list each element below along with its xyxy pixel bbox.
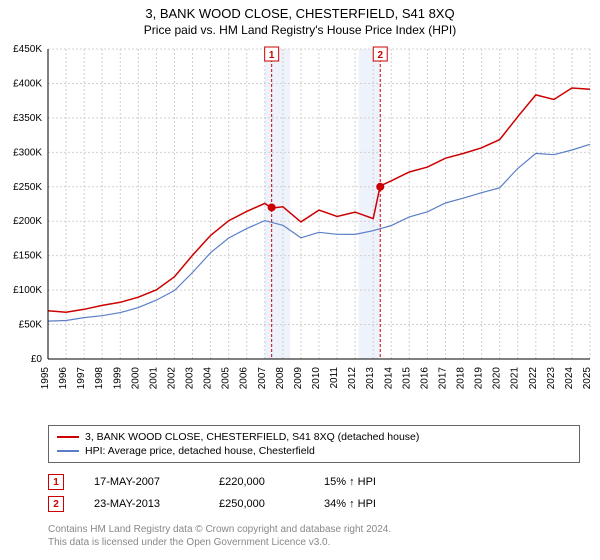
- event-delta: 34% ↑ HPI: [324, 498, 376, 510]
- event-row: 1 17-MAY-2007 £220,000 15% ↑ HPI: [48, 471, 580, 493]
- legend: 3, BANK WOOD CLOSE, CHESTERFIELD, S41 8X…: [48, 425, 580, 463]
- svg-text:2023: 2023: [546, 367, 557, 390]
- chart-title: 3, BANK WOOD CLOSE, CHESTERFIELD, S41 8X…: [0, 6, 600, 21]
- svg-text:1996: 1996: [58, 367, 69, 390]
- svg-text:£50K: £50K: [19, 320, 43, 331]
- chart-area: £0 £50K £100K £150K £200K £250K £300K £350K £400…: [0, 39, 600, 419]
- svg-text:£0: £0: [31, 354, 43, 365]
- svg-text:2011: 2011: [329, 367, 340, 389]
- svg-text:2012: 2012: [347, 367, 358, 390]
- svg-text:£250K: £250K: [13, 182, 42, 193]
- svg-text:2024: 2024: [564, 367, 575, 390]
- svg-text:2014: 2014: [383, 367, 394, 390]
- svg-text:2009: 2009: [293, 367, 304, 390]
- svg-text:2016: 2016: [419, 367, 430, 390]
- svg-text:£450K: £450K: [13, 44, 42, 55]
- svg-text:2005: 2005: [221, 367, 232, 390]
- svg-text:£300K: £300K: [13, 147, 42, 158]
- chart-container: 3, BANK WOOD CLOSE, CHESTERFIELD, S41 8X…: [0, 0, 600, 549]
- svg-text:2025: 2025: [582, 367, 593, 390]
- event-date: 17-MAY-2007: [94, 476, 189, 488]
- svg-text:£200K: £200K: [13, 216, 42, 227]
- title-block: 3, BANK WOOD CLOSE, CHESTERFIELD, S41 8X…: [0, 0, 600, 39]
- svg-text:2019: 2019: [474, 367, 485, 390]
- legend-label: 3, BANK WOOD CLOSE, CHESTERFIELD, S41 8X…: [85, 431, 419, 443]
- svg-text:2010: 2010: [311, 367, 322, 390]
- svg-text:2002: 2002: [166, 367, 177, 390]
- footer-line: Contains HM Land Registry data © Crown c…: [48, 523, 580, 536]
- legend-item: HPI: Average price, detached house, Ches…: [57, 444, 571, 458]
- svg-text:1997: 1997: [76, 367, 87, 390]
- event-marker-icon: 1: [48, 474, 64, 490]
- svg-text:2022: 2022: [528, 367, 539, 390]
- svg-text:2004: 2004: [203, 367, 214, 390]
- svg-text:2015: 2015: [401, 367, 412, 390]
- svg-text:2020: 2020: [492, 367, 503, 390]
- legend-label: HPI: Average price, detached house, Ches…: [85, 445, 315, 457]
- legend-swatch: [57, 450, 79, 452]
- svg-text:2001: 2001: [148, 367, 159, 390]
- svg-text:2018: 2018: [456, 367, 467, 390]
- svg-text:2008: 2008: [275, 367, 286, 390]
- svg-text:2003: 2003: [185, 367, 196, 390]
- chart-subtitle: Price paid vs. HM Land Registry's House …: [0, 23, 600, 37]
- svg-text:1998: 1998: [94, 367, 105, 390]
- svg-text:2013: 2013: [365, 367, 376, 390]
- svg-text:1999: 1999: [112, 367, 123, 390]
- svg-text:2: 2: [377, 50, 383, 61]
- event-delta: 15% ↑ HPI: [324, 476, 376, 488]
- svg-text:2017: 2017: [437, 367, 448, 390]
- svg-text:1: 1: [269, 50, 275, 61]
- svg-text:2000: 2000: [130, 367, 141, 390]
- legend-item: 3, BANK WOOD CLOSE, CHESTERFIELD, S41 8X…: [57, 430, 571, 444]
- svg-text:£100K: £100K: [13, 285, 42, 296]
- svg-text:£400K: £400K: [13, 78, 42, 89]
- footer-line: This data is licensed under the Open Gov…: [48, 536, 580, 549]
- footer-attribution: Contains HM Land Registry data © Crown c…: [48, 523, 580, 549]
- event-price: £250,000: [219, 498, 294, 510]
- event-price: £220,000: [219, 476, 294, 488]
- event-list: 1 17-MAY-2007 £220,000 15% ↑ HPI 2 23-MA…: [48, 471, 580, 515]
- legend-swatch: [57, 436, 79, 438]
- svg-text:£350K: £350K: [13, 113, 42, 124]
- svg-text:2007: 2007: [257, 367, 268, 390]
- svg-text:£150K: £150K: [13, 251, 42, 262]
- event-marker-icon: 2: [48, 496, 64, 512]
- svg-text:1995: 1995: [40, 367, 51, 390]
- svg-text:2021: 2021: [510, 367, 521, 390]
- event-row: 2 23-MAY-2013 £250,000 34% ↑ HPI: [48, 493, 580, 515]
- svg-text:2006: 2006: [239, 367, 250, 390]
- line-chart-svg: £0 £50K £100K £150K £200K £250K £300K £350K £400…: [0, 39, 600, 419]
- event-date: 23-MAY-2013: [94, 498, 189, 510]
